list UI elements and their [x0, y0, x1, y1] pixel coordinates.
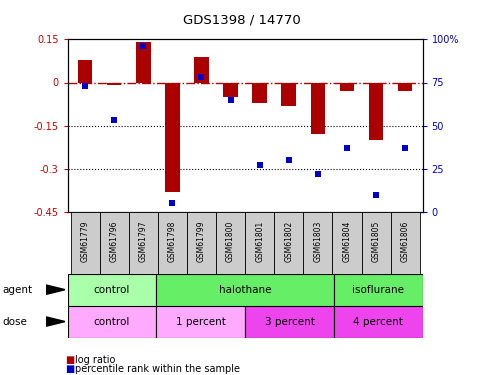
Bar	[158, 212, 187, 274]
Text: GSM61797: GSM61797	[139, 221, 148, 262]
Point	[81, 83, 89, 89]
Text: GDS1398 / 14770: GDS1398 / 14770	[183, 13, 300, 26]
Bar	[282, 82, 296, 105]
Bar	[107, 82, 121, 86]
Bar	[156, 274, 334, 306]
Bar	[245, 306, 334, 338]
Bar	[136, 42, 151, 82]
Text: ■: ■	[65, 355, 74, 365]
Point	[401, 145, 409, 151]
Bar	[223, 82, 238, 97]
Bar	[99, 212, 129, 274]
Bar	[78, 60, 92, 82]
Text: 1 percent: 1 percent	[176, 316, 226, 327]
Point	[285, 157, 293, 163]
Bar	[245, 212, 274, 274]
Text: halothane: halothane	[219, 285, 271, 295]
Polygon shape	[46, 317, 65, 326]
Bar	[361, 212, 391, 274]
Bar	[68, 306, 156, 338]
Point	[256, 162, 264, 168]
Text: control: control	[94, 316, 130, 327]
Text: 4 percent: 4 percent	[353, 316, 403, 327]
Text: ■: ■	[65, 364, 74, 374]
Text: GSM61805: GSM61805	[371, 221, 381, 262]
Bar	[165, 82, 180, 192]
Point	[227, 97, 234, 103]
Text: control: control	[94, 285, 130, 295]
Bar	[68, 274, 156, 306]
Bar	[311, 82, 325, 134]
Text: GSM61802: GSM61802	[284, 221, 293, 262]
Text: GSM61799: GSM61799	[197, 221, 206, 262]
Point	[372, 192, 380, 198]
Bar	[303, 212, 332, 274]
Bar	[274, 212, 303, 274]
Text: GSM61801: GSM61801	[255, 221, 264, 262]
Bar	[391, 212, 420, 274]
Bar	[187, 212, 216, 274]
Bar	[369, 82, 384, 140]
Bar	[398, 82, 412, 91]
Bar	[129, 212, 158, 274]
Point	[314, 171, 322, 177]
Text: GSM61800: GSM61800	[226, 221, 235, 262]
Bar	[71, 212, 99, 274]
Text: percentile rank within the sample: percentile rank within the sample	[75, 364, 240, 374]
Text: agent: agent	[2, 285, 32, 295]
Bar	[253, 82, 267, 103]
Bar	[332, 212, 361, 274]
Text: log ratio: log ratio	[75, 355, 115, 365]
Text: GSM61796: GSM61796	[110, 221, 119, 262]
Point	[140, 43, 147, 49]
Text: isoflurane: isoflurane	[352, 285, 404, 295]
Bar	[156, 306, 245, 338]
Point	[343, 145, 351, 151]
Text: GSM61798: GSM61798	[168, 221, 177, 262]
Text: GSM61803: GSM61803	[313, 221, 322, 262]
Bar	[334, 306, 423, 338]
Bar	[334, 274, 423, 306]
Text: dose: dose	[2, 316, 28, 327]
Text: GSM61806: GSM61806	[401, 221, 410, 262]
Point	[110, 117, 118, 123]
Point	[169, 200, 176, 206]
Text: 3 percent: 3 percent	[265, 316, 314, 327]
Point	[198, 74, 205, 80]
Bar	[340, 82, 354, 91]
Text: GSM61804: GSM61804	[342, 221, 352, 262]
Text: GSM61779: GSM61779	[81, 221, 89, 262]
Bar	[194, 57, 209, 82]
Bar	[216, 212, 245, 274]
Polygon shape	[46, 285, 65, 294]
